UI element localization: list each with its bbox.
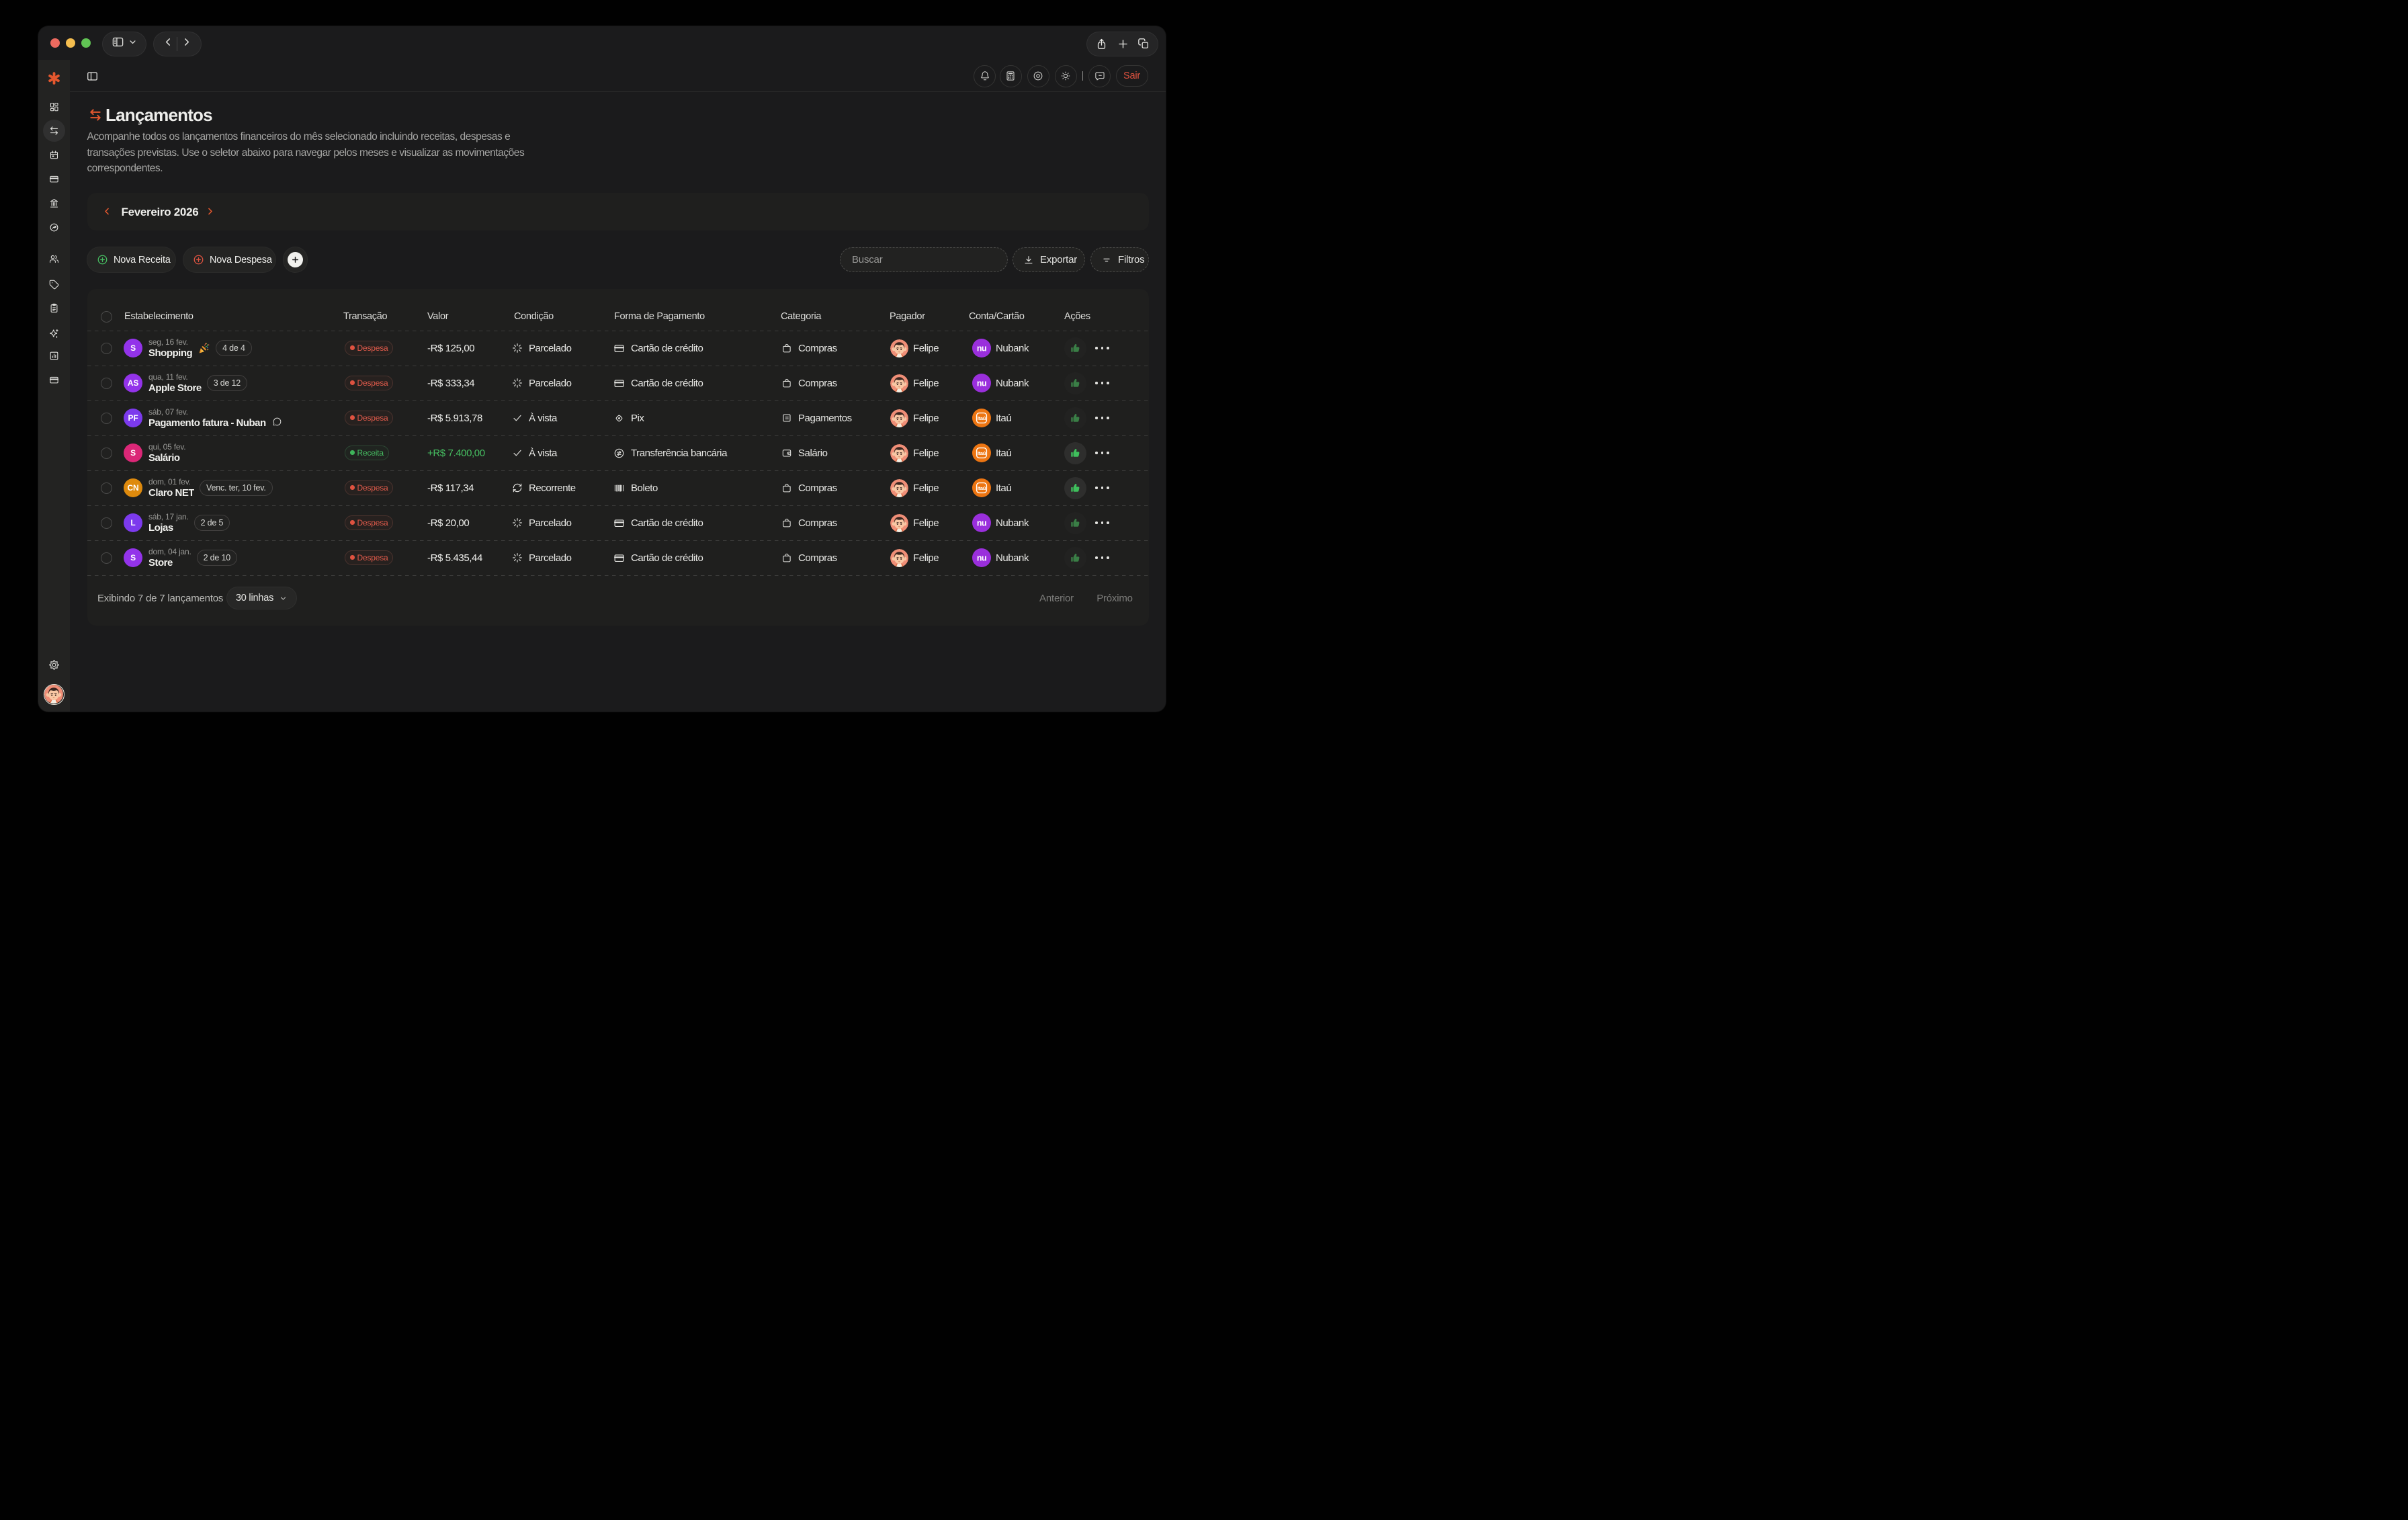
svg-text:nu: nu — [977, 553, 986, 562]
svg-text:itaú: itaú — [978, 415, 986, 421]
svg-text:nu: nu — [977, 378, 986, 388]
svg-text:itaú: itaú — [978, 485, 986, 491]
svg-text:nu: nu — [977, 518, 986, 527]
svg-text:nu: nu — [977, 343, 986, 353]
svg-text:itaú: itaú — [978, 450, 986, 456]
